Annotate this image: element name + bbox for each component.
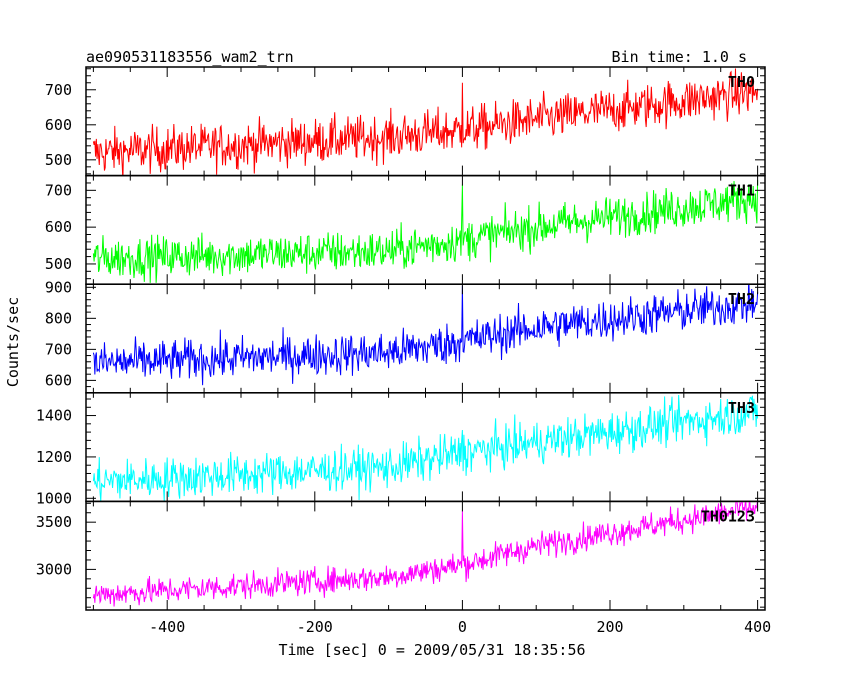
panel-th3: 1000 1200 1400 TH3	[36, 392, 766, 507]
y-tick-label: 1200	[36, 448, 72, 466]
y-tick-label: 900	[45, 278, 72, 296]
series-line-th1	[92, 180, 759, 283]
series-line-th0123	[92, 501, 758, 607]
x-tick-labels: -400 -200 0 200 400	[149, 618, 771, 636]
panel-label-th3: TH3	[728, 399, 755, 417]
chart-title: ae090531183556_wam2_trn	[86, 48, 294, 66]
series-line-th3	[92, 394, 759, 502]
x-tick-label: 0	[458, 618, 467, 636]
panel-label-th0123: TH0123	[701, 507, 755, 525]
y-tick-label: 800	[45, 309, 72, 327]
series-line-th2	[92, 284, 759, 386]
panel-label-th1: TH1	[728, 182, 755, 200]
y-tick-label: 500	[45, 151, 72, 169]
y-tick-label: 600	[45, 116, 72, 134]
panel-th1: 500 600 700 TH1	[45, 174, 766, 285]
x-tick-label: 400	[744, 618, 771, 636]
y-axis-label: Counts/sec	[4, 297, 22, 387]
panel-th2: 600 700 800 900 TH2	[45, 278, 766, 394]
series-line-th0	[92, 68, 759, 176]
y-tick-label: 600	[45, 218, 72, 236]
panels-group: 500 600 700 TH0 500 600 700 TH1 600 700 800 900 TH2 1…	[36, 66, 766, 611]
panel-th0123: 3000 3500 TH0123	[36, 500, 766, 611]
y-tick-label: 700	[45, 340, 72, 358]
y-tick-label: 700	[45, 181, 72, 199]
x-tick-label: -200	[297, 618, 333, 636]
y-tick-label: 1000	[36, 489, 72, 507]
y-tick-label: 700	[45, 81, 72, 99]
x-axis-label: Time [sec] 0 = 2009/05/31 18:35:56	[278, 641, 585, 659]
panel-th0: 500 600 700 TH0	[45, 66, 766, 177]
panel-label-th2: TH2	[728, 290, 755, 308]
panel-frame	[85, 174, 766, 285]
x-tick-label: -400	[149, 618, 185, 636]
bin-time-label: Bin time: 1.0 s	[612, 48, 747, 66]
x-tick-label: 200	[596, 618, 623, 636]
y-tick-label: 500	[45, 255, 72, 273]
y-tick-label: 3500	[36, 513, 72, 531]
y-tick-label: 1400	[36, 407, 72, 425]
panel-label-th0: TH0	[728, 73, 755, 91]
y-tick-label: 600	[45, 371, 72, 389]
y-tick-label: 3000	[36, 560, 72, 578]
